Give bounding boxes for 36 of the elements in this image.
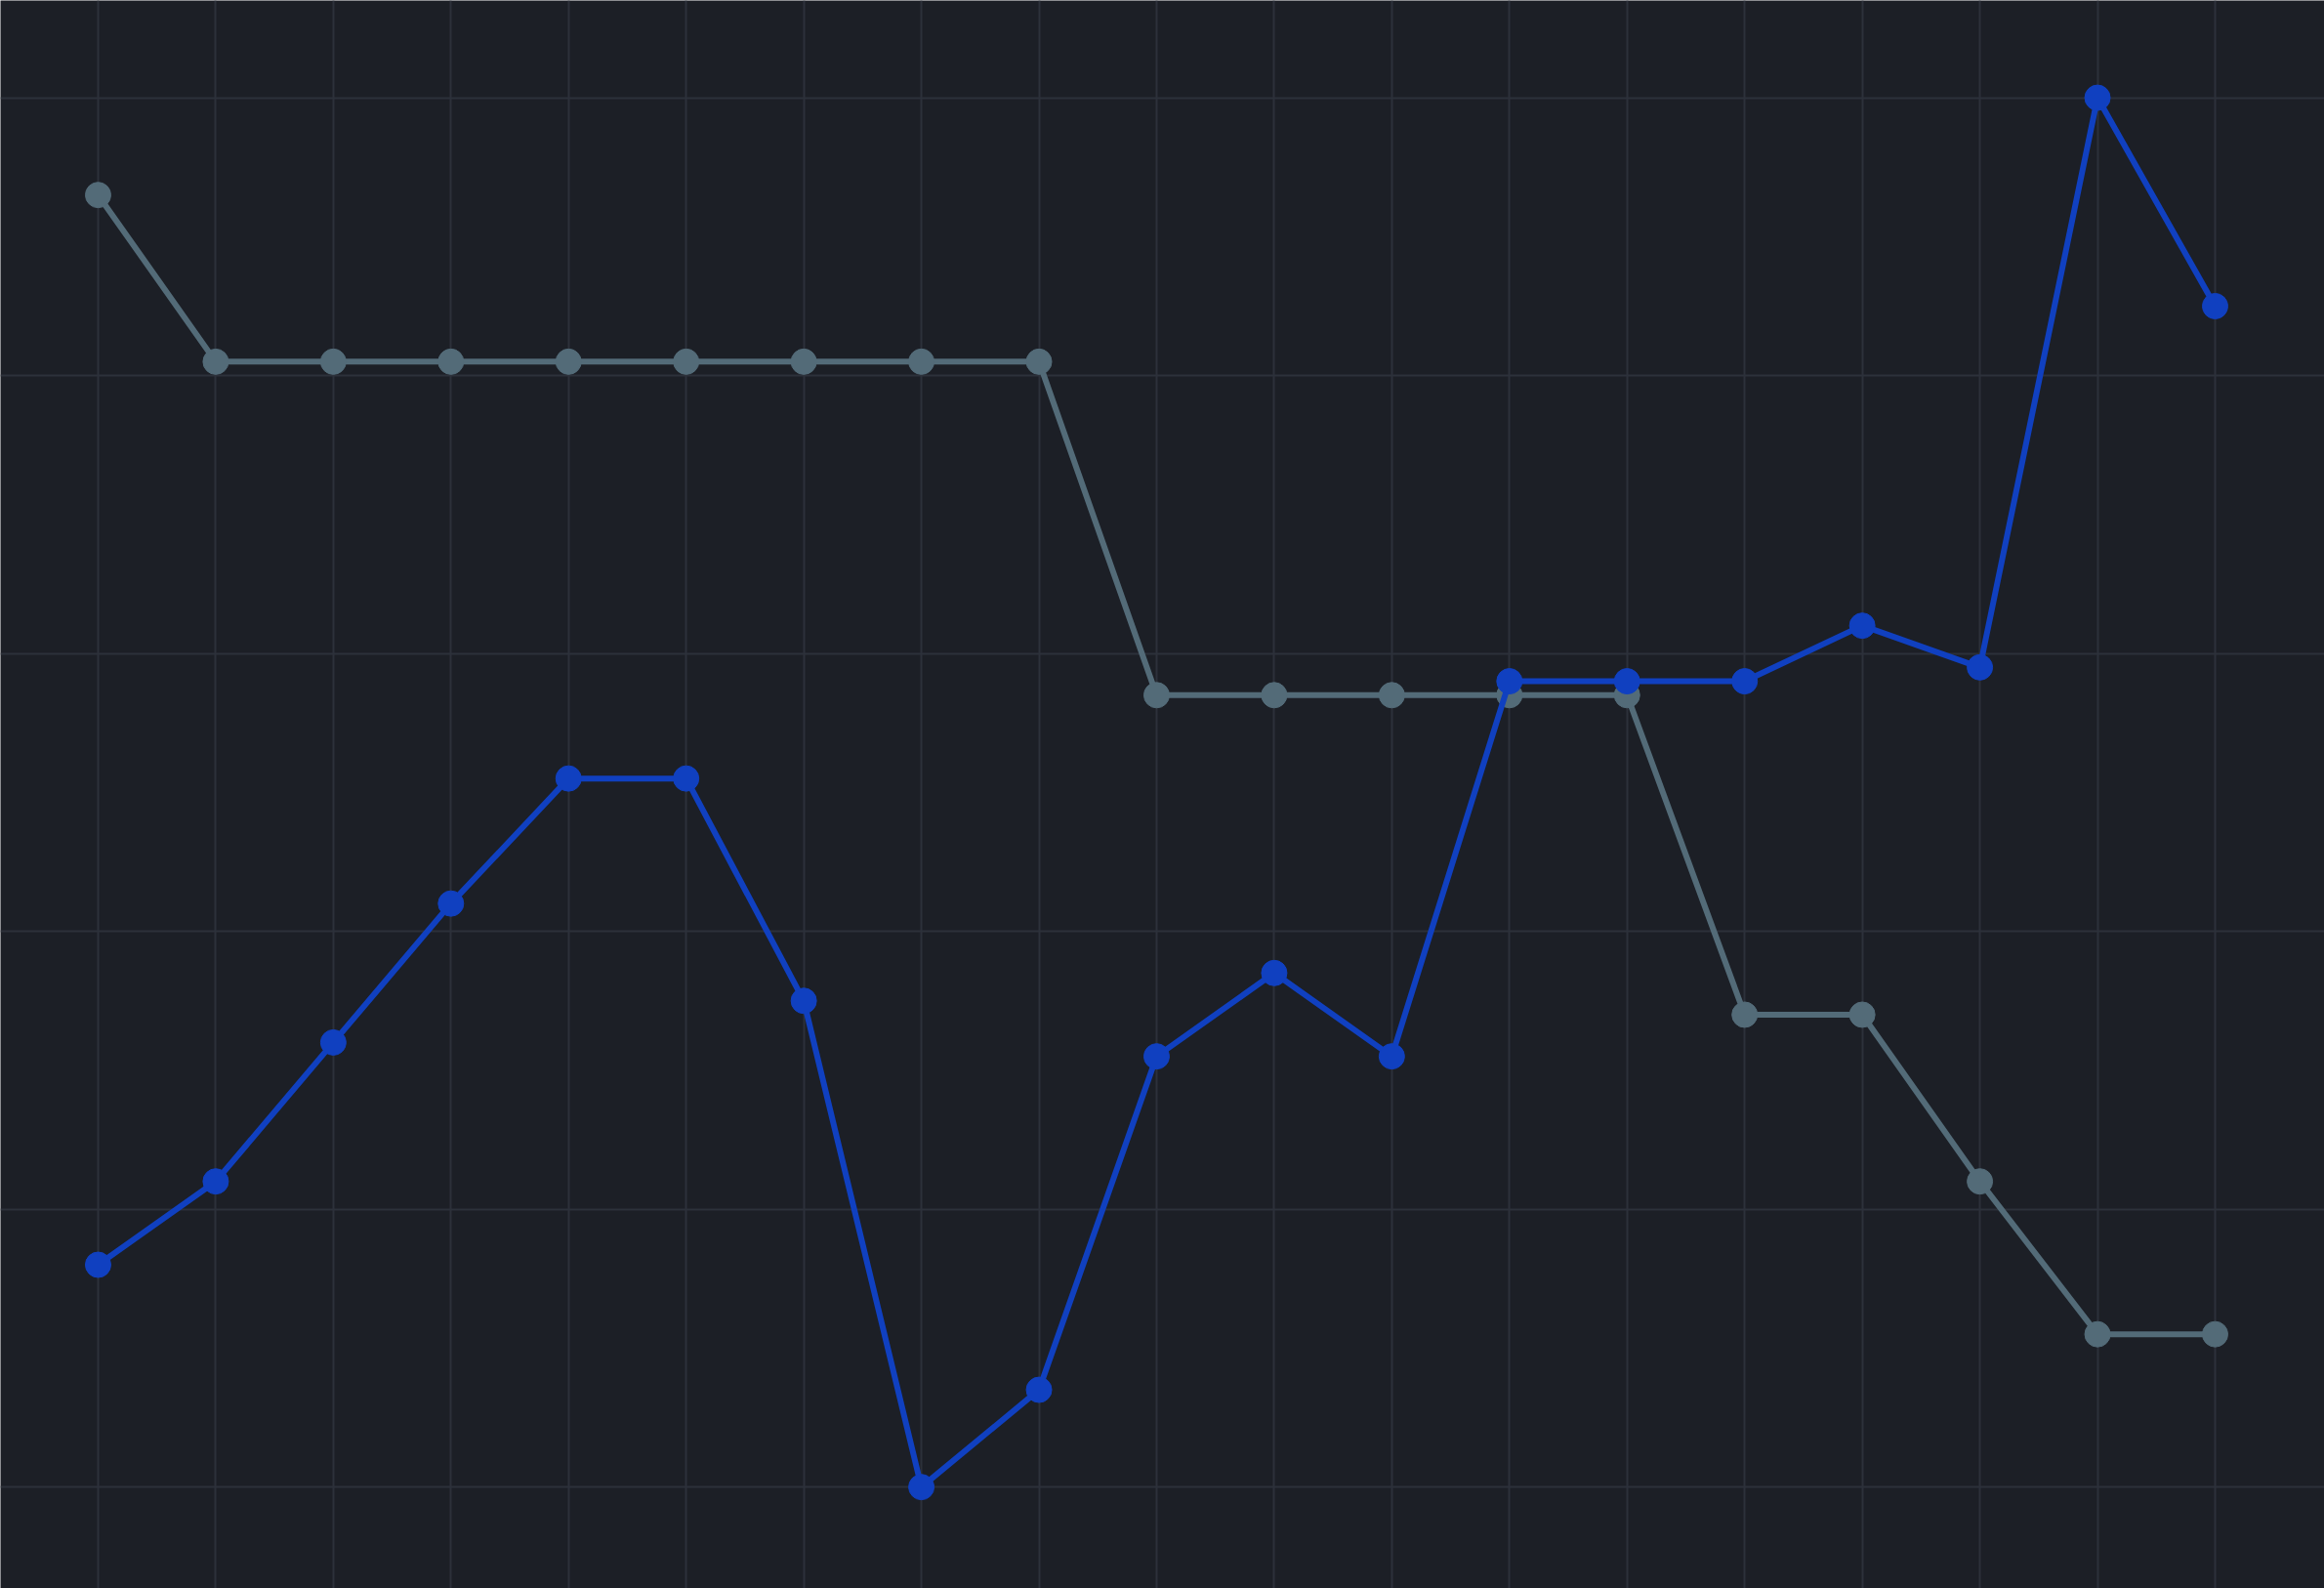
point [1967, 653, 1994, 681]
point [555, 765, 582, 792]
point [437, 890, 465, 917]
point [1378, 1043, 1405, 1070]
point [84, 182, 111, 209]
point [1142, 682, 1170, 709]
point [319, 1028, 347, 1056]
point [673, 765, 700, 792]
point [673, 348, 700, 375]
point [437, 348, 465, 375]
point [2084, 84, 2111, 111]
point [2201, 1320, 2228, 1348]
point [1731, 668, 1759, 695]
point [1967, 1168, 1994, 1195]
point [555, 348, 582, 375]
point [319, 348, 347, 375]
point [1848, 1001, 1876, 1028]
point [2084, 1320, 2111, 1348]
point [1261, 959, 1288, 986]
point [84, 1251, 111, 1278]
point [1613, 668, 1640, 695]
point [2201, 292, 2228, 319]
point [202, 1168, 229, 1195]
point [1496, 668, 1523, 695]
point [1142, 1043, 1170, 1070]
point [1025, 1376, 1053, 1403]
point [790, 348, 817, 375]
point [908, 348, 935, 375]
point [1848, 612, 1876, 640]
point [1025, 348, 1053, 375]
point [790, 987, 817, 1015]
point [1261, 682, 1288, 709]
point [908, 1474, 935, 1501]
point [1731, 1001, 1759, 1028]
point [202, 348, 229, 375]
point [1378, 682, 1405, 709]
